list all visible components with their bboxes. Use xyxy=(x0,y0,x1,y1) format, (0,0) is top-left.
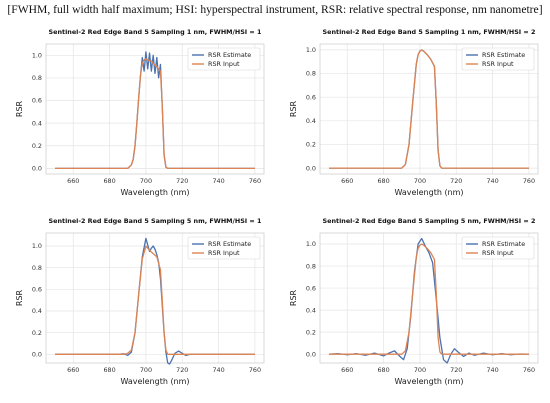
x-tick-label: 680 xyxy=(377,177,389,185)
x-tick-label: 660 xyxy=(67,366,79,374)
y-tick-label: 0.0 xyxy=(32,351,42,359)
plot-frame xyxy=(319,43,539,175)
legend-label: RSR Estimate xyxy=(208,240,251,248)
x-tick-label: 760 xyxy=(249,177,261,185)
x-tick-label: 700 xyxy=(140,177,152,185)
y-tick-label: 0.0 xyxy=(32,165,42,173)
x-tick-label: 720 xyxy=(450,177,462,185)
plot-frame xyxy=(319,232,539,364)
x-tick-label: 700 xyxy=(414,366,426,374)
y-tick-label: 0.6 xyxy=(306,284,316,292)
chart-panel-1: Sentinel-2 Red Edge Band 5 Sampling 1 nm… xyxy=(2,22,272,212)
x-tick-label: 680 xyxy=(103,366,115,374)
y-tick-label: 0.8 xyxy=(306,262,316,270)
y-tick-label: 1.0 xyxy=(32,52,42,60)
y-tick-label: 0.2 xyxy=(306,141,316,149)
x-axis-label: Wavelength (nm) xyxy=(394,377,463,386)
x-tick-label: 720 xyxy=(450,366,462,374)
chart-panel-4: Sentinel-2 Red Edge Band 5 Sampling 5 nm… xyxy=(276,211,546,401)
y-tick-label: 1.0 xyxy=(306,240,316,248)
legend-label: RSR Estimate xyxy=(208,51,251,59)
x-tick-label: 660 xyxy=(67,177,79,185)
chart-title: Sentinel-2 Red Edge Band 5 Sampling 5 nm… xyxy=(323,217,536,225)
chart-title: Sentinel-2 Red Edge Band 5 Sampling 1 nm… xyxy=(323,28,536,36)
x-tick-label: 740 xyxy=(212,366,224,374)
x-tick-label: 660 xyxy=(341,177,353,185)
y-tick-label: 0.4 xyxy=(32,119,42,127)
x-tick-label: 760 xyxy=(249,366,261,374)
legend-label: RSR Input xyxy=(482,249,514,257)
chart-panel-3: Sentinel-2 Red Edge Band 5 Sampling 5 nm… xyxy=(2,211,272,401)
y-axis-label: RSR xyxy=(289,100,298,117)
chart-title: Sentinel-2 Red Edge Band 5 Sampling 5 nm… xyxy=(49,217,262,225)
y-tick-label: 0.8 xyxy=(32,264,42,272)
x-tick-label: 680 xyxy=(103,177,115,185)
legend-label: RSR Input xyxy=(208,249,240,257)
y-tick-label: 0.2 xyxy=(306,328,316,336)
chart-4: Sentinel-2 Red Edge Band 5 Sampling 5 nm… xyxy=(289,217,539,386)
x-tick-label: 740 xyxy=(486,177,498,185)
x-tick-label: 720 xyxy=(176,366,188,374)
chart-1: Sentinel-2 Red Edge Band 5 Sampling 1 nm… xyxy=(15,28,265,197)
y-tick-label: 0.0 xyxy=(306,164,316,172)
plot-frame xyxy=(45,43,265,175)
legend-label: RSR Input xyxy=(482,60,514,68)
plot-frame xyxy=(45,232,265,364)
chart-2: Sentinel-2 Red Edge Band 5 Sampling 1 nm… xyxy=(289,28,539,197)
y-tick-label: 0.8 xyxy=(32,74,42,82)
x-tick-label: 680 xyxy=(377,366,389,374)
y-tick-label: 1.0 xyxy=(306,46,316,54)
y-tick-label: 0.6 xyxy=(32,97,42,105)
x-tick-label: 700 xyxy=(414,177,426,185)
series-line-rsr-input xyxy=(329,49,529,169)
x-axis-label: Wavelength (nm) xyxy=(394,188,463,197)
y-tick-label: 0.2 xyxy=(32,142,42,150)
y-tick-label: 0.0 xyxy=(306,350,316,358)
x-axis-label: Wavelength (nm) xyxy=(120,188,189,197)
legend-label: RSR Estimate xyxy=(482,240,525,248)
series-line-rsr-input xyxy=(329,243,529,355)
y-axis-label: RSR xyxy=(15,289,24,306)
x-tick-label: 700 xyxy=(140,366,152,374)
legend-label: RSR Estimate xyxy=(482,51,525,59)
y-tick-label: 1.0 xyxy=(32,242,42,250)
x-tick-label: 740 xyxy=(212,177,224,185)
legend-label: RSR Input xyxy=(208,60,240,68)
x-tick-label: 740 xyxy=(486,366,498,374)
y-tick-label: 0.2 xyxy=(32,329,42,337)
series-line-rsr-input xyxy=(55,245,255,355)
y-tick-label: 0.4 xyxy=(32,307,42,315)
y-tick-label: 0.8 xyxy=(306,70,316,78)
figure-caption: [FWHM, full width half maximum; HSI: hyp… xyxy=(7,3,543,16)
y-tick-label: 0.4 xyxy=(306,306,316,314)
legend-box xyxy=(187,236,261,260)
series-line-rsr-input xyxy=(55,58,255,169)
chart-title: Sentinel-2 Red Edge Band 5 Sampling 1 nm… xyxy=(49,28,262,36)
legend-box xyxy=(461,47,535,71)
chart-panel-2: Sentinel-2 Red Edge Band 5 Sampling 1 nm… xyxy=(276,22,546,212)
y-axis-label: RSR xyxy=(15,100,24,117)
chart-3: Sentinel-2 Red Edge Band 5 Sampling 5 nm… xyxy=(15,217,265,386)
legend-box xyxy=(187,47,261,71)
y-tick-label: 0.4 xyxy=(306,117,316,125)
x-tick-label: 760 xyxy=(523,177,535,185)
legend-box xyxy=(461,236,535,260)
x-tick-label: 660 xyxy=(341,366,353,374)
x-axis-label: Wavelength (nm) xyxy=(120,377,189,386)
x-tick-label: 720 xyxy=(176,177,188,185)
y-axis-label: RSR xyxy=(289,289,298,306)
x-tick-label: 760 xyxy=(523,366,535,374)
y-tick-label: 0.6 xyxy=(32,286,42,294)
y-tick-label: 0.6 xyxy=(306,93,316,101)
